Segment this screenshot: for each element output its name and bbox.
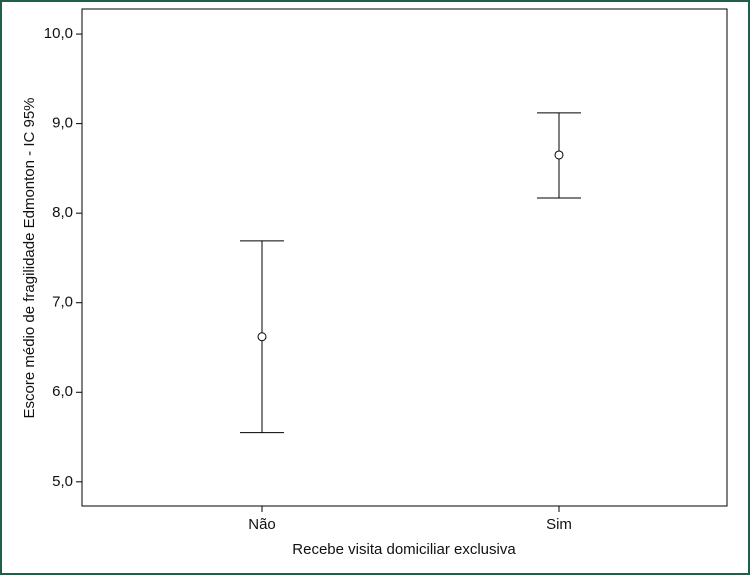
mean-point (257, 332, 267, 342)
y-tick-label: 7,0 (52, 294, 73, 311)
plot-area (81, 8, 728, 507)
x-axis-title: Recebe visita domiciliar exclusiva (292, 541, 516, 558)
mean-point (554, 150, 564, 160)
x-tick-label: Não (248, 516, 276, 533)
y-tick-label: 10,0 (44, 25, 73, 42)
y-tick-label: 9,0 (52, 115, 73, 132)
x-tick-label: Sim (546, 516, 572, 533)
y-tick-label: 5,0 (52, 473, 73, 490)
y-tick-label: 6,0 (52, 383, 73, 400)
y-axis-title: Escore médio de fragilidade Edmonton - I… (21, 97, 38, 418)
y-tick-label: 8,0 (52, 204, 73, 221)
